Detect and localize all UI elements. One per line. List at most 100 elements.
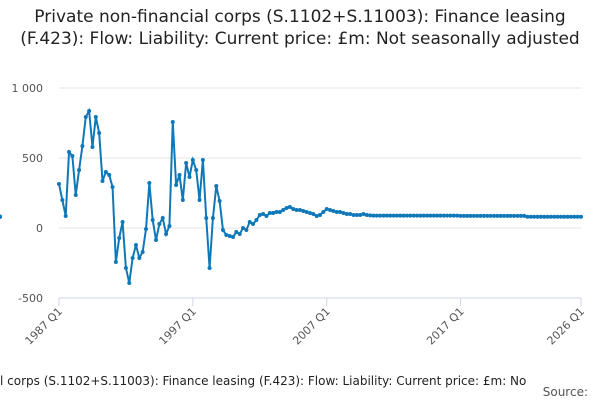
data-point xyxy=(502,213,507,218)
data-point xyxy=(361,212,366,216)
data-point xyxy=(398,213,403,218)
data-point xyxy=(374,213,379,218)
data-point xyxy=(234,230,239,235)
data-point xyxy=(287,205,292,209)
data-point xyxy=(381,213,386,218)
data-point xyxy=(254,218,259,223)
data-point xyxy=(351,212,356,217)
data-point xyxy=(107,172,112,177)
y-tick-label: -500 xyxy=(18,292,43,305)
data-point xyxy=(0,214,2,219)
data-point xyxy=(465,213,470,218)
data-point xyxy=(127,281,132,286)
data-point xyxy=(448,213,453,218)
data-point xyxy=(545,214,550,219)
data-point xyxy=(87,108,92,113)
data-point xyxy=(311,212,316,216)
data-point xyxy=(147,181,152,186)
data-line xyxy=(58,107,581,284)
data-point xyxy=(364,212,369,217)
data-point xyxy=(318,212,322,217)
data-point xyxy=(90,144,95,149)
data-point xyxy=(123,266,128,271)
data-point xyxy=(331,209,336,214)
data-point xyxy=(431,213,436,218)
data-point xyxy=(224,233,229,237)
data-point xyxy=(200,157,205,162)
data-point xyxy=(344,212,349,216)
data-point xyxy=(508,213,513,218)
data-point xyxy=(415,213,420,218)
data-point xyxy=(110,184,115,189)
data-point xyxy=(180,198,185,202)
data-point xyxy=(251,221,256,226)
data-point xyxy=(197,198,202,202)
data-point xyxy=(277,210,282,215)
data-point xyxy=(150,218,155,223)
data-point xyxy=(451,213,456,218)
data-point xyxy=(354,212,359,217)
data-point xyxy=(93,114,98,119)
data-point xyxy=(565,214,570,219)
data-point xyxy=(170,120,175,125)
data-point xyxy=(187,175,192,180)
data-point xyxy=(388,213,393,218)
data-point xyxy=(378,213,383,218)
data-point xyxy=(334,210,339,215)
data-point xyxy=(458,213,463,218)
data-point xyxy=(194,168,199,173)
data-point xyxy=(548,214,553,219)
data-point xyxy=(358,212,363,217)
data-point xyxy=(492,213,496,218)
data-point xyxy=(525,214,530,219)
data-point xyxy=(237,232,242,237)
data-point xyxy=(384,213,389,218)
data-point xyxy=(468,213,473,218)
data-point xyxy=(154,238,159,243)
data-point xyxy=(535,214,540,219)
data-point xyxy=(83,114,88,119)
data-point xyxy=(401,213,406,218)
data-point xyxy=(498,213,503,218)
data-point xyxy=(184,161,189,166)
data-point xyxy=(572,214,577,219)
data-point xyxy=(471,213,476,218)
data-point xyxy=(97,130,102,135)
data-point xyxy=(284,205,289,210)
data-point xyxy=(528,214,533,219)
data-point xyxy=(328,207,333,212)
data-point xyxy=(405,213,409,218)
data-point xyxy=(267,211,272,216)
data-point xyxy=(371,213,376,218)
data-point xyxy=(227,233,232,238)
data-point xyxy=(368,213,373,218)
data-point xyxy=(70,154,75,159)
data-point xyxy=(522,213,527,218)
data-point xyxy=(100,178,105,183)
data-point xyxy=(512,213,517,218)
data-point xyxy=(532,214,537,219)
data-point xyxy=(207,266,212,271)
data-point xyxy=(324,206,329,211)
data-point xyxy=(160,216,165,221)
source: Source: xyxy=(543,385,588,399)
data-point xyxy=(167,224,172,229)
data-point xyxy=(294,207,299,212)
caption: l corps (S.1102+S.11003): Finance leasin… xyxy=(0,374,526,388)
data-point xyxy=(73,192,78,197)
x-tick-label: 2017 Q1 xyxy=(424,305,467,348)
data-point xyxy=(538,214,543,219)
data-point xyxy=(515,213,520,218)
data-point xyxy=(445,213,450,218)
data-point xyxy=(257,212,262,217)
data-point xyxy=(77,168,82,173)
data-point xyxy=(518,213,523,218)
data-point xyxy=(130,255,135,260)
x-tick-label: 2026 Q1 xyxy=(545,305,588,348)
data-point xyxy=(421,213,426,218)
data-point xyxy=(481,213,486,218)
data-point xyxy=(348,212,353,216)
data-point xyxy=(441,213,446,218)
data-point xyxy=(314,213,319,218)
